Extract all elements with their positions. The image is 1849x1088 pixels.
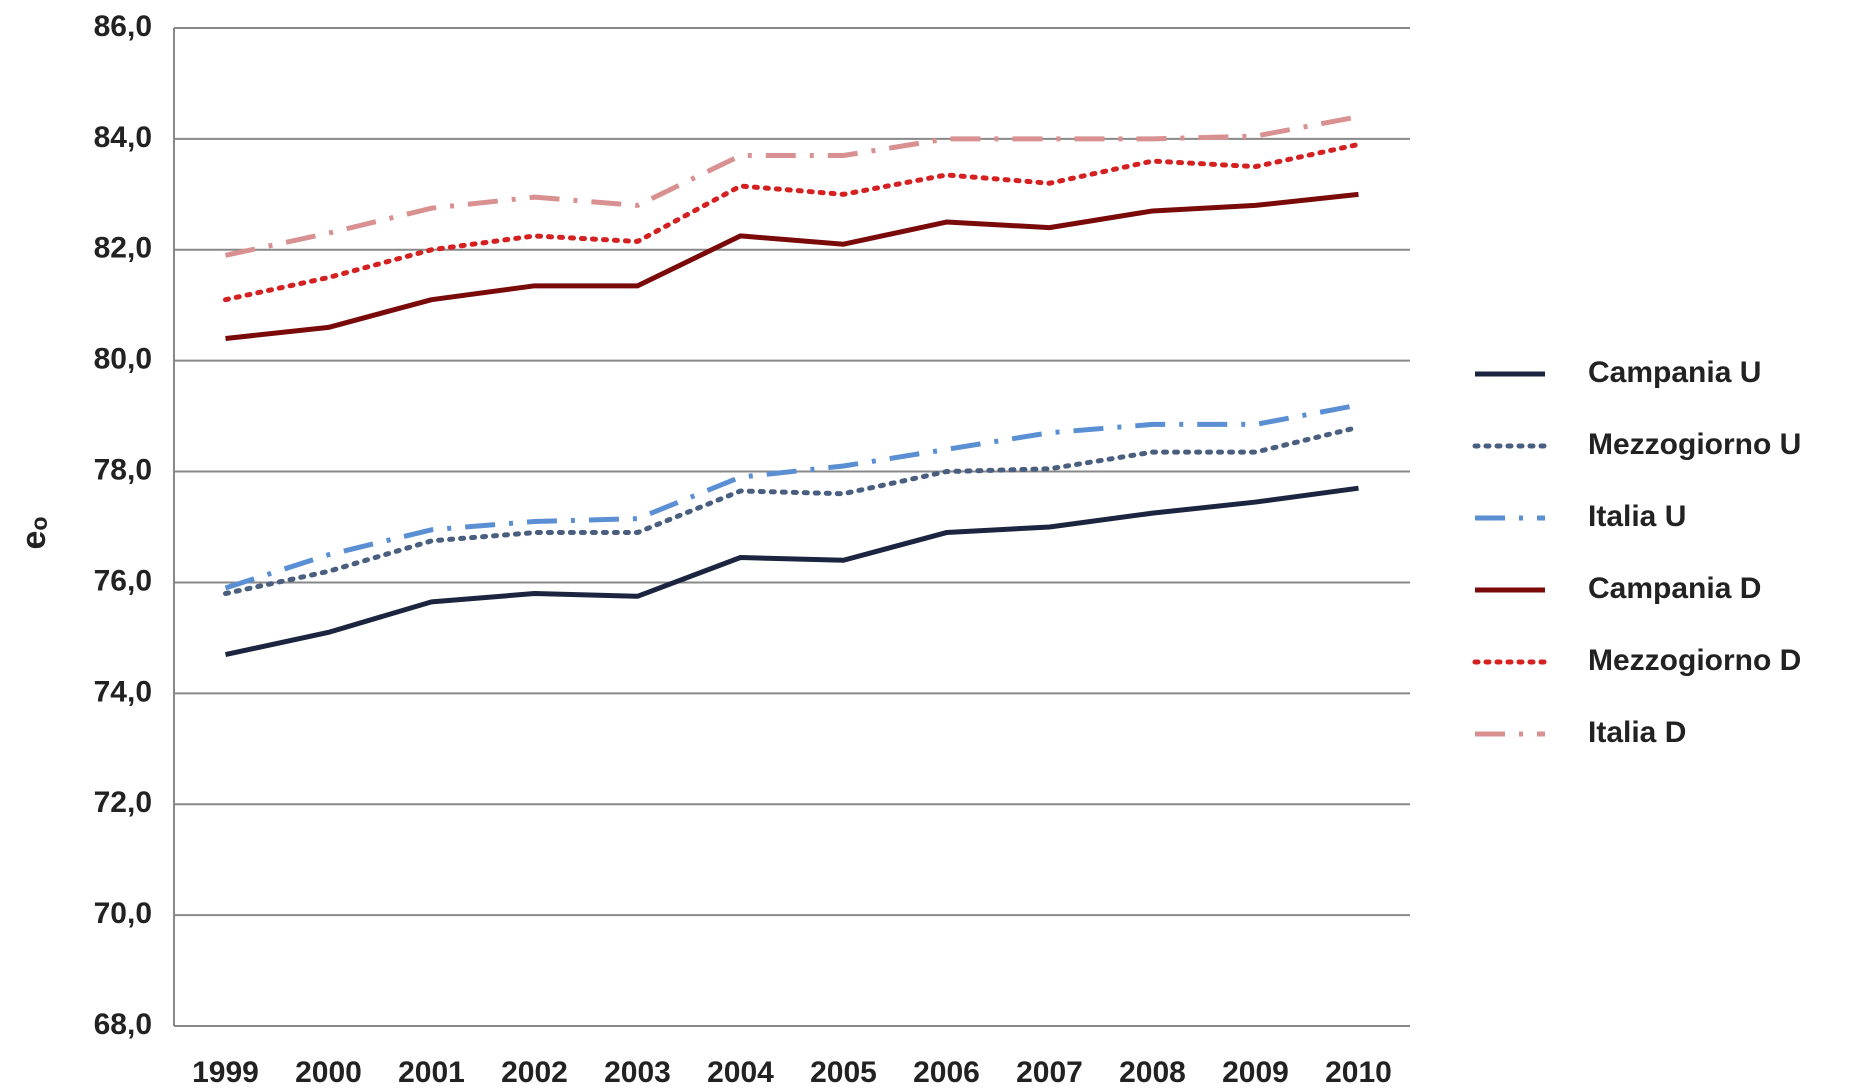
y-tick-label: 68,0 bbox=[94, 1008, 152, 1041]
legend-label: Campania U bbox=[1588, 356, 1761, 389]
x-tick-label: 2007 bbox=[1016, 1056, 1083, 1088]
x-tick-label: 2008 bbox=[1119, 1056, 1186, 1088]
x-tick-label: 1999 bbox=[192, 1056, 259, 1088]
y-tick-label: 78,0 bbox=[94, 453, 152, 486]
y-tick-label: 86,0 bbox=[94, 10, 152, 43]
y-tick-label: 80,0 bbox=[94, 343, 152, 376]
y-tick-label: 84,0 bbox=[94, 121, 152, 154]
y-tick-label: 70,0 bbox=[94, 897, 152, 930]
legend-label: Campania D bbox=[1588, 572, 1761, 605]
legend-label: Italia U bbox=[1588, 500, 1686, 533]
series-line bbox=[224, 485, 1359, 657]
y-tick-label: 82,0 bbox=[94, 232, 152, 265]
x-tick-label: 2006 bbox=[913, 1056, 980, 1088]
x-tick-label: 2010 bbox=[1325, 1056, 1392, 1088]
series-line bbox=[224, 402, 1359, 591]
y-tick-label: 74,0 bbox=[94, 675, 152, 708]
x-tick-label: 2000 bbox=[295, 1056, 362, 1088]
legend-label: Italia D bbox=[1588, 716, 1686, 749]
x-tick-label: 2002 bbox=[501, 1056, 568, 1088]
y-tick-label: 76,0 bbox=[94, 564, 152, 597]
series-line bbox=[223, 424, 1361, 597]
series-line bbox=[223, 141, 1361, 303]
x-tick-label: 2004 bbox=[707, 1056, 774, 1088]
series-line bbox=[225, 191, 1359, 341]
x-tick-label: 2003 bbox=[604, 1056, 671, 1088]
x-tick-label: 2005 bbox=[810, 1056, 877, 1088]
y-axis-label: eₒ bbox=[15, 517, 53, 550]
series-line bbox=[224, 114, 1359, 258]
x-tick-label: 2009 bbox=[1222, 1056, 1289, 1088]
legend-label: Mezzogiorno U bbox=[1588, 428, 1801, 461]
x-tick-label: 2001 bbox=[398, 1056, 465, 1088]
y-tick-label: 72,0 bbox=[94, 786, 152, 819]
legend-label: Mezzogiorno D bbox=[1588, 644, 1801, 677]
